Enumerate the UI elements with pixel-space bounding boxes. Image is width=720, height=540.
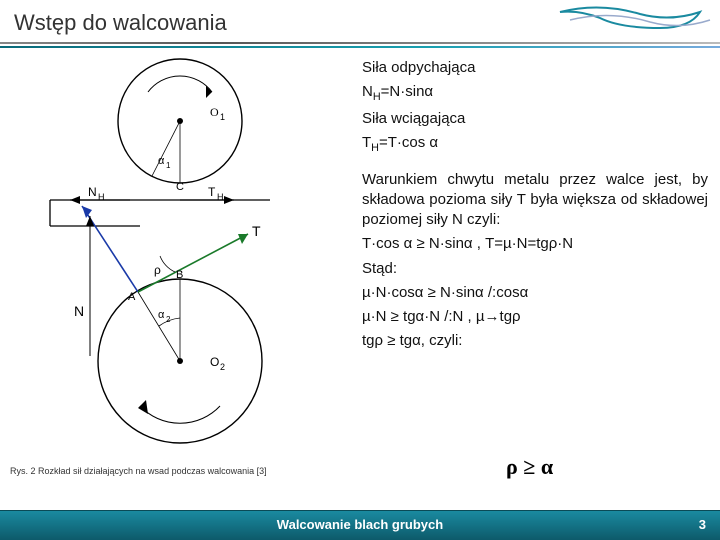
svg-text:C: C bbox=[176, 181, 184, 193]
svg-text:2: 2 bbox=[220, 362, 225, 372]
eq-1: T·cos α ≥ N·sinα , T=µ·N=tgρ·N bbox=[362, 234, 708, 254]
divider-top bbox=[0, 42, 720, 44]
svg-text:1: 1 bbox=[166, 161, 171, 170]
svg-text:α: α bbox=[158, 309, 165, 321]
svg-text:N: N bbox=[74, 303, 84, 319]
eq-4: tgρ ≥ tgα, czyli: bbox=[362, 331, 708, 351]
text-column: Siła odpychająca NH=N·sinα Siła wciągają… bbox=[362, 58, 708, 356]
svg-text:H: H bbox=[217, 192, 224, 202]
line-push-force: Siła odpychająca bbox=[362, 58, 708, 78]
svg-text:1: 1 bbox=[220, 112, 225, 122]
content-area: O1 O2 α2 α1 N T bbox=[0, 48, 720, 496]
figure-caption: Rys. 2 Rozkład sił działających na wsad … bbox=[10, 466, 267, 476]
svg-text:A: A bbox=[128, 291, 136, 303]
page-title: Wstęp do walcowania bbox=[0, 0, 720, 42]
svg-text:H: H bbox=[98, 192, 105, 202]
footer-title: Walcowanie blach grubych bbox=[0, 517, 720, 532]
svg-text:B: B bbox=[176, 269, 183, 281]
footer-page-number: 3 bbox=[699, 517, 706, 532]
svg-text:T: T bbox=[208, 185, 216, 199]
svg-text:N: N bbox=[88, 185, 97, 199]
footer-bar: Walcowanie blach grubych 3 bbox=[0, 510, 720, 540]
svg-text:α: α bbox=[158, 155, 165, 167]
para-condition: Warunkiem chwytu metalu przez walce jest… bbox=[362, 170, 708, 231]
line-pull-force: Siła wciągająca bbox=[362, 109, 708, 129]
label-hence: Stąd: bbox=[362, 259, 708, 279]
force-diagram: O1 O2 α2 α1 N T bbox=[10, 56, 350, 446]
svg-text:O: O bbox=[210, 105, 219, 119]
svg-text:2: 2 bbox=[166, 315, 171, 324]
eq-2: µ·N·cosα ≥ N·sinα /:cosα bbox=[362, 283, 708, 303]
svg-text:ρ: ρ bbox=[154, 263, 161, 277]
eq-3: µ·N ≥ tgα·N /:N , µ→tgρ bbox=[362, 307, 708, 327]
line-nh-eq: NH=N·sinα bbox=[362, 82, 708, 105]
svg-text:O: O bbox=[210, 355, 219, 369]
svg-text:T: T bbox=[252, 223, 261, 239]
result-inequality: ρ ≥ α bbox=[506, 454, 553, 480]
line-th-eq: TH=T·cos α bbox=[362, 133, 708, 156]
